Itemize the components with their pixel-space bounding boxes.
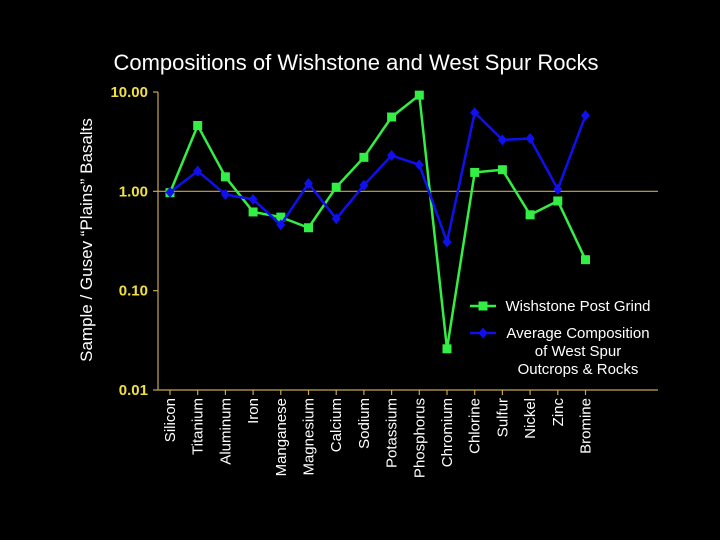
x-tick-label: Zinc (550, 398, 567, 427)
x-tick-label: Nickel (522, 398, 539, 439)
data-point (525, 210, 535, 220)
data-point (220, 172, 230, 182)
legend-swatch-marker (478, 327, 488, 339)
series-2 (165, 107, 590, 248)
data-point (304, 223, 313, 233)
x-tick-label: Chlorine (467, 398, 484, 454)
data-point (581, 255, 590, 265)
y-tick-label: 1.00 (119, 183, 148, 200)
x-tick-label: Chromium (439, 398, 456, 467)
x-tick-label: Silicon (162, 398, 179, 442)
legend-item-1: Wishstone Post Grind (470, 298, 651, 315)
y-tick-label: 0.01 (119, 382, 148, 399)
data-point (387, 112, 397, 122)
data-point (248, 207, 258, 217)
series-line (169, 111, 587, 244)
legend: Wishstone Post Grind Average Composition o… (470, 298, 651, 378)
x-tick-label: Sodium (356, 398, 373, 449)
data-point (497, 134, 507, 146)
legend-label: Average Composition of West Spur Outcrops … (506, 325, 649, 378)
data-point (414, 159, 424, 171)
data-point (220, 188, 230, 200)
data-point (331, 213, 341, 225)
data-point (193, 165, 203, 177)
data-point (359, 152, 369, 162)
axes: 0.01 0.10 1.00 10.00 Silicon Titanium Aluminum… (110, 84, 658, 478)
legend-item-2: Average Composition of West Spur Outcrops … (470, 325, 650, 378)
data-point (193, 120, 203, 130)
data-point (497, 165, 507, 175)
legend-swatch-marker (478, 301, 488, 311)
x-tick-label: Iron (245, 398, 262, 424)
legend-label: Wishstone Post Grind (505, 298, 650, 315)
y-tick-label: 10.00 (110, 84, 148, 101)
x-tick-label: Potassium (384, 398, 401, 468)
data-point (553, 183, 563, 195)
data-point (470, 107, 480, 119)
x-tick-label: Bromine (578, 398, 595, 454)
data-point (414, 90, 424, 100)
data-point (442, 236, 452, 248)
data-point (276, 212, 286, 222)
x-tick-label: Calcium (328, 398, 345, 452)
series-layer (165, 90, 590, 354)
x-tick-label: Sulfur (494, 398, 511, 437)
x-tick-label: Aluminum (217, 398, 234, 465)
x-tick-label: Magnesium (301, 398, 318, 476)
data-point (387, 149, 397, 161)
data-point (248, 193, 258, 205)
data-point (442, 344, 452, 354)
chart-title: Compositions of Wishstone and West Spur … (113, 50, 598, 75)
x-tick-label: Phosphorus (411, 398, 428, 478)
x-tick-label: Titanium (190, 398, 207, 455)
data-point (581, 109, 590, 121)
data-point (525, 133, 535, 145)
data-point (331, 182, 341, 192)
data-point (304, 177, 313, 189)
y-tick-label: 0.10 (119, 283, 148, 300)
data-point (165, 186, 175, 198)
series-line (168, 93, 587, 351)
data-point (470, 167, 480, 177)
data-point (553, 196, 563, 206)
data-point (359, 179, 369, 191)
data-point (276, 219, 286, 231)
x-tick-label: Manganese (273, 398, 290, 476)
y-axis-label: Sample / Gusev “Plains” Basalts (77, 118, 96, 362)
